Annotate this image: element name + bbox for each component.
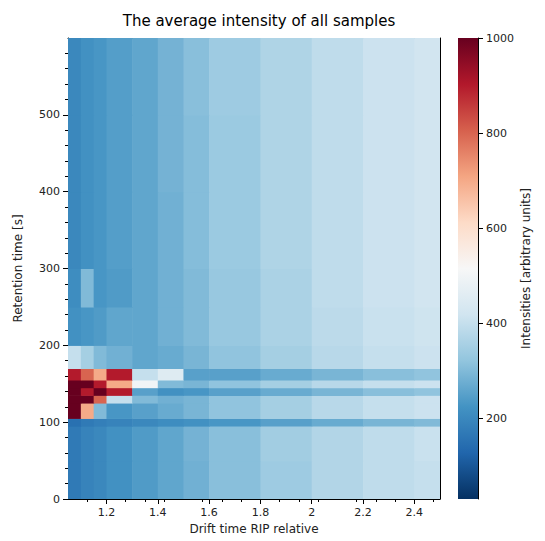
svg-text:1.8: 1.8 [252,506,270,519]
svg-text:1.2: 1.2 [98,506,116,519]
svg-text:500: 500 [39,108,60,121]
svg-text:200: 200 [486,412,507,425]
svg-text:400: 400 [486,317,507,330]
svg-text:100: 100 [39,416,60,429]
svg-text:300: 300 [39,262,60,275]
svg-text:Drift time RIP relative: Drift time RIP relative [189,522,318,536]
svg-text:600: 600 [486,222,507,235]
svg-text:1000: 1000 [486,32,514,45]
svg-text:1.6: 1.6 [200,506,218,519]
svg-text:2.4: 2.4 [406,506,424,519]
svg-text:Intensities [arbitrary units]: Intensities [arbitrary units] [519,188,533,349]
svg-text:1.4: 1.4 [149,506,167,519]
svg-text:400: 400 [39,185,60,198]
svg-text:2.2: 2.2 [354,506,372,519]
svg-text:200: 200 [39,339,60,352]
svg-text:Retention time [s]: Retention time [s] [11,214,25,322]
svg-text:2: 2 [308,506,315,519]
svg-text:The average intensity of all s: The average intensity of all samples [122,12,396,30]
svg-text:800: 800 [486,127,507,140]
svg-text:0: 0 [53,493,60,506]
